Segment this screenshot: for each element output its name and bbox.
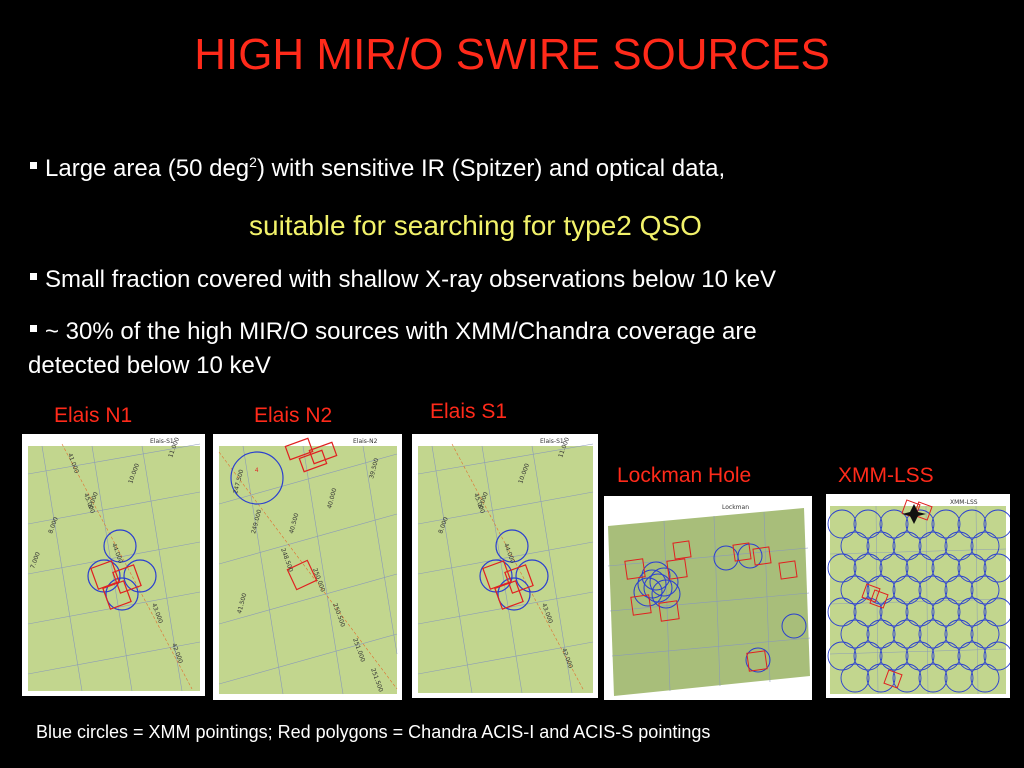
xmm-pointing-circle <box>827 641 857 671</box>
page-title: HIGH MIR/O SWIRE SOURCES <box>194 30 830 79</box>
xmm-pointing-circle <box>957 641 987 671</box>
xmm-pointing-circle <box>879 597 909 627</box>
bullet-xray-fraction: Small fraction covered with shallow X-ra… <box>30 266 776 294</box>
xmm-pointing-circle <box>879 509 909 539</box>
bullet-text: ~ 30% of the high MIR/O sources with XMM… <box>45 318 757 345</box>
xmm-pointing-circle <box>905 597 935 627</box>
xmm-pointing-circle <box>840 619 870 649</box>
xmm-pointing-circle <box>866 663 896 693</box>
xmm-pointing-circle <box>879 641 909 671</box>
bullet-marker <box>30 162 37 170</box>
xmm-pointing-circle <box>827 597 857 627</box>
xmm-pointing-circle <box>983 597 1010 627</box>
xmm-pointing-circle <box>905 553 935 583</box>
label-xmm-lss: XMM-LSS <box>838 464 934 487</box>
xmm-pointing-circle <box>866 531 896 561</box>
xmm-pointing-circle <box>970 663 1000 693</box>
label-lockman-hole: Lockman Hole <box>617 464 752 487</box>
map-elais-n2: 4 Elais-N2 247.500 249.000 41.500 40.000… <box>213 434 402 700</box>
xmm-pointing-circle <box>866 575 896 605</box>
xmm-pointing-circle <box>931 553 961 583</box>
xmm-pointing-circle <box>957 597 987 627</box>
xmm-pointing-circle <box>970 619 1000 649</box>
xmm-pointing-circle <box>931 509 961 539</box>
xmm-pointing-circle <box>918 531 948 561</box>
superscript: 2 <box>249 154 257 170</box>
bullet-marker <box>30 325 37 333</box>
xmm-pointing-circle <box>983 553 1010 583</box>
xmm-pointing-circle <box>853 553 883 583</box>
xmm-pointing-circle <box>879 553 909 583</box>
xmm-pointing-circle <box>918 575 948 605</box>
xmm-pointing-circle <box>853 597 883 627</box>
xmm-pointing-circle <box>853 509 883 539</box>
bullet-detection-rate-cont: detected below 10 keV <box>28 352 271 379</box>
xmm-pointing-circle <box>840 575 870 605</box>
xmm-pointing-circle <box>957 509 987 539</box>
xmm-pointing-circle <box>970 531 1000 561</box>
xmm-pointing-circle <box>892 619 922 649</box>
xmm-pointing-circle <box>944 531 974 561</box>
bullet-text: Small fraction covered with shallow X-ra… <box>45 266 777 293</box>
xmm-pointing-circle <box>983 509 1010 539</box>
xmm-pointing-circle <box>905 641 935 671</box>
bullet-marker <box>30 273 37 281</box>
inner-field-tag: Lockman <box>722 504 749 511</box>
xmm-pointing-circle <box>918 663 948 693</box>
map-lockman-hole: Lockman <box>604 496 812 700</box>
xmm-pointing-circle <box>944 619 974 649</box>
xmm-pointing-circle <box>840 663 870 693</box>
highlight-line: suitable for searching for type2 QSO <box>249 210 702 241</box>
xmm-pointing-circle <box>840 531 870 561</box>
label-elais-n2: Elais N2 <box>254 404 333 427</box>
xmm-pointing-circle <box>866 619 896 649</box>
map-xmm-lss: XMM-LSS <box>826 494 1010 698</box>
xmm-pointing-circle <box>892 575 922 605</box>
xmm-pointing-circle <box>853 641 883 671</box>
bullet-text-cont: ) with sensitive IR (Spitzer) and optica… <box>256 155 726 182</box>
xmm-pointing-circle <box>931 597 961 627</box>
xmm-pointing-circle <box>944 663 974 693</box>
inner-field-tag: Elais-N2 <box>353 438 378 445</box>
bullet-text: Large area (50 deg <box>45 155 250 182</box>
xmm-pointing-circle <box>931 641 961 671</box>
xmm-pointing-circle <box>905 509 935 539</box>
xmm-pointing-circle <box>944 575 974 605</box>
xmm-pointing-circle <box>827 509 857 539</box>
label-elais-n1: Elais N1 <box>54 404 133 427</box>
inner-field-tag: Elais-S1 <box>150 438 174 445</box>
xmm-pointing-circle <box>970 575 1000 605</box>
map-elais-s1: Elais-S1 11.000 10.000 9.000 8.000 43.00… <box>412 434 598 698</box>
xmm-pointing-circle <box>957 553 987 583</box>
bullet-detection-rate: ~ 30% of the high MIR/O sources with XMM… <box>30 318 757 346</box>
inner-field-tag: XMM-LSS <box>950 499 978 506</box>
xmm-pointing-circle <box>827 553 857 583</box>
xmm-pointing-circle <box>892 663 922 693</box>
svg-text:4: 4 <box>255 468 259 474</box>
map-elais-n1: Elais-S1 11.000 10.000 9.000 8.000 7.000… <box>22 434 205 696</box>
legend-caption: Blue circles = XMM pointings; Red polygo… <box>36 722 711 742</box>
xmm-pointing-circle <box>892 531 922 561</box>
label-elais-s1: Elais S1 <box>430 400 508 423</box>
bullet-large-area: Large area (50 deg2) with sensitive IR (… <box>30 154 725 183</box>
xmm-pointing-circle <box>918 619 948 649</box>
inner-field-tag: Elais-S1 <box>540 438 564 445</box>
xmm-pointing-circle <box>983 641 1010 671</box>
